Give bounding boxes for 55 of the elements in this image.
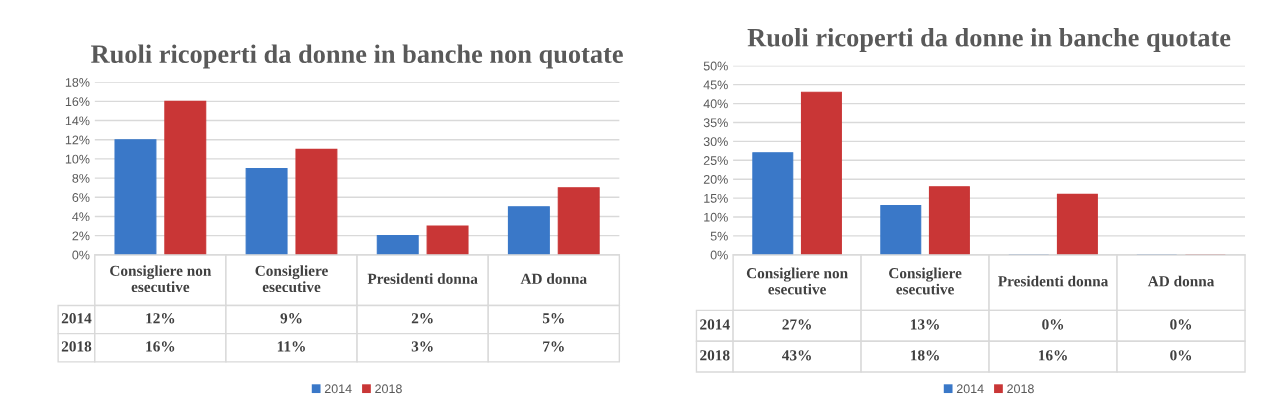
data-label: 5% bbox=[542, 313, 564, 324]
text: 2014 bbox=[61, 313, 92, 324]
legend-label: 2018 bbox=[375, 384, 402, 394]
data-label: 43% bbox=[782, 350, 811, 361]
data-label: 11% bbox=[277, 341, 305, 352]
x-tick-label: Presidenti donna bbox=[367, 273, 478, 284]
x-tick-label: Presidenti donna bbox=[998, 275, 1109, 287]
data-label: 0% bbox=[1170, 350, 1192, 361]
legend-label: 2014 bbox=[956, 384, 984, 394]
y-tick-label: 35% bbox=[703, 118, 728, 128]
y-tick-label: 20% bbox=[703, 175, 728, 184]
legend-label: 2018 bbox=[1007, 384, 1034, 394]
y-tick-label: 15% bbox=[704, 193, 728, 203]
text: 2014 bbox=[700, 319, 730, 330]
y-tick-label: 14% bbox=[65, 116, 90, 126]
x-tick-label: Consigliere esecutive bbox=[889, 267, 962, 295]
y-tick-label: 25% bbox=[703, 156, 728, 165]
text: 2018 bbox=[61, 341, 92, 352]
y-tick-label: 5% bbox=[710, 231, 728, 241]
data-label: 0% bbox=[1170, 319, 1192, 330]
y-tick-label: 45% bbox=[703, 80, 728, 90]
chart-title: Ruoli ricoperti da donne in banche non quotate bbox=[91, 44, 623, 69]
x-tick-label: Consigliere non esecutive bbox=[110, 265, 212, 293]
y-tick-label: 2% bbox=[72, 231, 90, 241]
data-label: 16% bbox=[1039, 350, 1067, 361]
y-tick-label: 4% bbox=[72, 212, 90, 222]
chart-title: Ruoli ricoperti da donne in banche quotate bbox=[747, 28, 1231, 52]
y-tick-label: 10% bbox=[65, 154, 90, 164]
y-tick-label: 10% bbox=[704, 212, 728, 222]
text: 2018 bbox=[700, 350, 730, 361]
y-tick-label: 0% bbox=[710, 250, 728, 260]
data-label: 0% bbox=[1042, 319, 1064, 330]
data-label: 7% bbox=[543, 341, 564, 352]
x-tick-label: Consigliere esecutive bbox=[255, 265, 328, 293]
legend-label: 2014 bbox=[324, 384, 352, 394]
y-tick-label: 6% bbox=[72, 193, 90, 202]
data-label: 12% bbox=[146, 313, 175, 324]
y-tick-label: 18% bbox=[65, 78, 90, 87]
x-tick-label: Consigliere non esecutive bbox=[746, 267, 848, 295]
data-label: 2% bbox=[411, 313, 433, 324]
y-tick-label: 50% bbox=[703, 61, 728, 71]
y-tick-label: 12% bbox=[65, 135, 90, 145]
data-label: 27% bbox=[782, 319, 811, 330]
data-label: 16% bbox=[146, 341, 175, 352]
data-label: 13% bbox=[911, 319, 939, 330]
x-tick-label: AD donna bbox=[1147, 275, 1215, 287]
data-label: 18% bbox=[911, 350, 939, 361]
y-tick-label: 8% bbox=[72, 173, 90, 183]
y-tick-label: 0% bbox=[72, 250, 90, 260]
data-label: 3% bbox=[411, 341, 433, 352]
y-tick-label: 16% bbox=[65, 97, 90, 107]
x-tick-label: AD donna bbox=[520, 273, 587, 284]
data-label: 9% bbox=[280, 313, 302, 324]
y-tick-label: 30% bbox=[703, 137, 728, 147]
y-tick-label: 40% bbox=[703, 99, 728, 109]
